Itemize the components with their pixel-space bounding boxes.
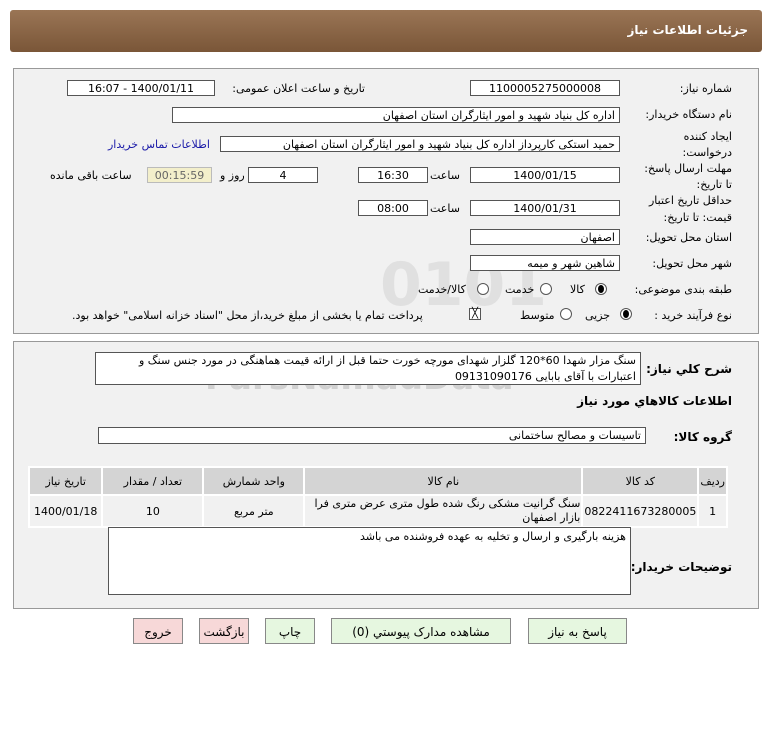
view-attachments-button[interactable]: مشاهده مدارک پیوستي (0): [331, 618, 511, 644]
days-field: 4: [248, 167, 318, 183]
validity-date-field: 1400/01/31: [470, 200, 620, 216]
category-label: طبقه بندی موضوعی:: [634, 283, 732, 296]
category-radio-both[interactable]: [477, 283, 489, 295]
buyer-field: اداره کل بنیاد شهید و امور ایثارگران است…: [172, 107, 620, 123]
cell-name: سنگ گرانیت مشکی رنگ شده طول متری عرض متر…: [303, 494, 584, 528]
validity-time-label: ساعت: [430, 202, 460, 215]
col-header-row: ردیف: [697, 466, 728, 496]
deadline-time-label: ساعت: [430, 169, 460, 182]
process-minor-label: جزیی: [585, 309, 611, 322]
process-radio-minor[interactable]: [620, 308, 632, 320]
buyer-notes-label: توضیحات خریدار:: [630, 560, 732, 574]
col-header-unit: واحد شمارش: [202, 466, 306, 496]
category-radio-service[interactable]: [540, 283, 552, 295]
print-button[interactable]: چاپ: [265, 618, 315, 644]
goods-table: ردیف کد کالا نام کالا واحد شمارش تعداد /…: [27, 466, 728, 528]
goods-group-label: گروه کالا:: [673, 430, 732, 444]
category-service-label: خدمت: [505, 283, 535, 296]
description-label: شرح کلي نياز:: [646, 362, 732, 376]
deadline-label-2: تا تاریخ:: [696, 178, 732, 191]
cell-code: 0822411673280005: [581, 494, 700, 528]
remaining-timer: 00:15:59: [147, 167, 212, 183]
category-goods-label: کالا: [570, 283, 585, 296]
province-field: اصفهان: [470, 229, 620, 245]
cell-date: 1400/01/18: [27, 494, 104, 528]
cell-unit: متر مربع: [202, 494, 306, 528]
cell-qty: 10: [101, 494, 205, 528]
remaining-label: ساعت باقی مانده: [50, 169, 132, 182]
process-radio-medium[interactable]: [560, 308, 572, 320]
validity-time-field: 08:00: [358, 200, 428, 216]
announce-label: تاریخ و ساعت اعلان عمومی:: [232, 82, 365, 95]
city-field: شاهین شهر و میمه: [470, 255, 620, 271]
category-both-label: کالا/خدمت: [418, 283, 466, 296]
province-label: استان محل تحویل:: [645, 231, 732, 244]
col-header-code: کد کالا: [581, 466, 700, 496]
buyer-label: نام دستگاه خریدار:: [645, 108, 732, 121]
deadline-time-field: 16:30: [358, 167, 428, 183]
category-radio-goods[interactable]: [595, 283, 607, 295]
page-header: جزئیات اطلاعات نیاز: [10, 10, 762, 52]
exit-button[interactable]: خروج: [133, 618, 183, 644]
table-header-row: ردیف کد کالا نام کالا واحد شمارش تعداد /…: [27, 466, 728, 496]
back-button[interactable]: بازگشت: [199, 618, 249, 644]
table-row: 1 0822411673280005 سنگ گرانیت مشکی رنگ ش…: [27, 494, 728, 528]
creator-label-2: درخواست:: [682, 146, 732, 159]
col-header-qty: تعداد / مقدار: [101, 466, 205, 496]
payment-note: پرداخت تمام یا بخشی از مبلغ خرید،از محل …: [72, 309, 423, 322]
announce-field: 1400/01/11 - 16:07: [67, 80, 215, 96]
payment-checkbox[interactable]: ╳: [469, 308, 481, 320]
col-header-name: نام کالا: [303, 466, 584, 496]
city-label: شهر محل تحویل:: [652, 257, 732, 270]
creator-field: حمید استکی کارپرداز اداره کل بنیاد شهید …: [220, 136, 620, 152]
validity-label-2: قیمت: تا تاریخ:: [663, 211, 732, 224]
description-field: سنگ مزار شهدا 60*120 گلزار شهدای مورچه خ…: [95, 352, 641, 385]
creator-label: ایجاد کننده: [683, 130, 732, 143]
need-number-label: شماره نیاز:: [679, 82, 732, 95]
days-label: روز و: [220, 169, 245, 182]
col-header-date: تاریخ نیاز: [27, 466, 104, 496]
process-label: نوع فرآیند خرید :: [654, 309, 732, 322]
deadline-label: مهلت ارسال پاسخ:: [644, 162, 732, 175]
reply-button[interactable]: پاسخ به نیاز: [528, 618, 627, 644]
validity-label: حداقل تاریخ اعتبار: [648, 194, 732, 207]
goods-section-title: اطلاعات کالاهاي مورد نياز: [577, 394, 732, 408]
process-medium-label: متوسط: [520, 309, 555, 322]
buyer-notes-field: هزینه بارگیری و ارسال و تخلیه به عهده فر…: [108, 527, 631, 595]
deadline-date-field: 1400/01/15: [470, 167, 620, 183]
need-number-field: 1100005275000008: [470, 80, 620, 96]
page-title: جزئیات اطلاعات نیاز: [627, 23, 748, 37]
goods-group-field: تاسیسات و مصالح ساختمانی: [98, 427, 646, 444]
cell-row: 1: [697, 494, 728, 528]
contact-info-link[interactable]: اطلاعات تماس خریدار: [108, 138, 210, 151]
